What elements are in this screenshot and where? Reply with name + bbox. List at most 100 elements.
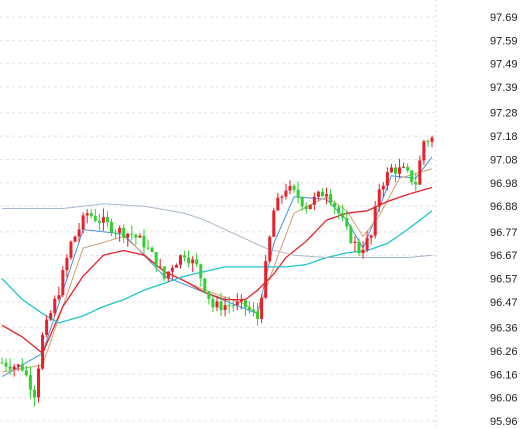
- candle: [276, 192, 280, 211]
- y-tick-label: 96.16: [490, 369, 518, 381]
- candle: [264, 254, 268, 300]
- y-tick-label: 97.69: [490, 12, 518, 24]
- candle: [312, 192, 316, 211]
- candle: [37, 364, 41, 403]
- candle: [219, 292, 223, 317]
- candle: [292, 184, 296, 194]
- candle: [393, 163, 397, 183]
- candle: [57, 286, 61, 301]
- candle: [369, 234, 373, 245]
- candle: [247, 301, 251, 314]
- candle: [146, 239, 150, 251]
- candle: [0, 357, 4, 364]
- candle: [418, 155, 422, 186]
- candle: [308, 204, 312, 210]
- candle: [41, 332, 45, 371]
- candle: [422, 139, 426, 165]
- candle: [174, 263, 178, 268]
- candle: [410, 170, 414, 186]
- candle: [187, 250, 191, 268]
- y-tick-label: 97.49: [490, 59, 518, 71]
- candle: [300, 196, 304, 211]
- candle: [304, 202, 308, 214]
- candle: [97, 213, 101, 231]
- y-axis-tick-labels: 97.69 97.59 97.49 97.39 97.28 97.18 97.08 96.98…: [490, 12, 518, 428]
- candle: [73, 235, 77, 243]
- candle: [227, 296, 231, 314]
- y-tick-label: 96.36: [490, 323, 518, 335]
- candle: [195, 253, 199, 267]
- candle: [288, 180, 292, 195]
- candle: [398, 158, 402, 178]
- y-tick-label: 96.06: [490, 393, 518, 405]
- candle: [69, 240, 73, 260]
- ma-mid-line: [1, 168, 433, 373]
- candle: [353, 236, 357, 252]
- y-tick-label: 96.98: [490, 178, 518, 190]
- y-tick-label: 96.88: [490, 201, 518, 213]
- candle: [243, 299, 247, 317]
- y-tick-label: 95.96: [490, 416, 518, 428]
- candle: [316, 190, 320, 201]
- candle: [4, 358, 8, 372]
- candle: [284, 183, 288, 200]
- candle: [402, 162, 406, 169]
- candle: [178, 254, 182, 269]
- candle: [296, 181, 300, 204]
- candle: [81, 212, 85, 234]
- candle: [215, 296, 219, 312]
- candle: [211, 295, 215, 313]
- y-tick-label: 96.57: [490, 274, 518, 286]
- candle: [430, 135, 434, 148]
- candle: [105, 211, 109, 228]
- candle: [45, 315, 49, 338]
- y-tick-label: 97.28: [490, 108, 518, 120]
- candle: [365, 231, 369, 253]
- candle: [134, 233, 138, 246]
- candle: [20, 358, 24, 372]
- y-tick-label: 97.39: [490, 82, 518, 94]
- candle: [53, 295, 57, 317]
- candle: [235, 293, 239, 311]
- y-tick-label: 96.67: [490, 250, 518, 262]
- candle: [126, 232, 130, 247]
- candle: [280, 194, 284, 204]
- candle: [385, 167, 389, 191]
- candle: [61, 265, 65, 298]
- candle: [142, 229, 146, 255]
- candle: [272, 207, 276, 237]
- candle: [252, 302, 256, 317]
- candle: [16, 363, 20, 372]
- candle: [345, 210, 349, 231]
- candle: [329, 189, 333, 206]
- candle: [12, 363, 16, 377]
- candle: [89, 209, 93, 219]
- candle: [183, 250, 187, 262]
- candle: [122, 224, 126, 244]
- candlesticks: [0, 135, 434, 407]
- candle: [199, 263, 203, 287]
- candle: [373, 200, 377, 239]
- candle: [325, 187, 329, 205]
- candle: [114, 229, 118, 240]
- candle: [414, 172, 418, 193]
- candle: [207, 291, 211, 305]
- y-tick-label: 96.77: [490, 227, 518, 239]
- candle: [333, 200, 337, 215]
- candle: [110, 218, 114, 237]
- candle: [24, 365, 28, 377]
- candle: [8, 358, 12, 375]
- candle: [426, 138, 430, 147]
- candle: [320, 188, 324, 197]
- candle: [138, 233, 142, 238]
- y-tick-label: 96.47: [490, 297, 518, 309]
- candle: [381, 181, 385, 198]
- grid-lines: [0, 16, 436, 422]
- candle: [231, 300, 235, 312]
- candle: [191, 256, 195, 272]
- candle: [162, 266, 166, 282]
- candle: [203, 277, 207, 294]
- y-tick-label: 97.08: [490, 154, 518, 166]
- candle: [349, 224, 353, 245]
